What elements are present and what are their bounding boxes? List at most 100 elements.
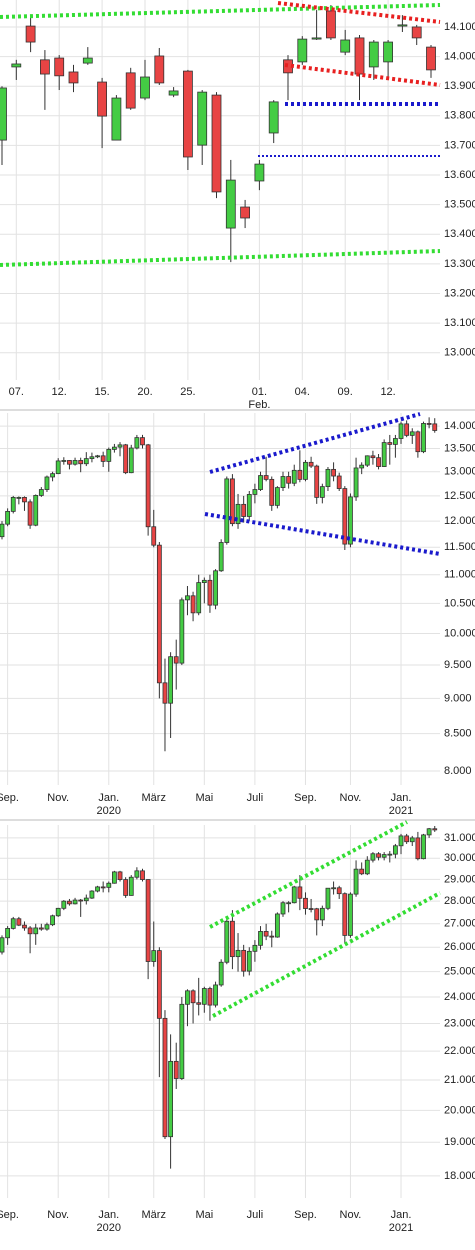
candle-down [308,908,314,910]
candle-up [359,464,365,469]
candle-down [432,828,438,831]
candle-down [263,931,269,937]
candle-down [145,879,151,962]
candle-up [5,928,11,939]
candle-up [392,845,398,855]
candle-up [274,487,280,506]
candle-up [319,486,325,498]
candle-up [235,949,241,958]
candle-down [303,897,308,909]
x-tick-label: Mai [195,1209,213,1221]
y-tick-label: 22.000 [444,1045,475,1057]
candle-up [311,37,322,40]
candle-down [196,1002,202,1005]
y-tick-label: 13.500 [444,199,475,211]
candle-up [10,918,16,929]
candle-up [140,76,150,99]
candle-up [348,893,353,936]
candle-up [112,871,117,884]
y-tick-label: 13.500 [444,442,475,454]
candle-up [213,984,218,1006]
candle-down [432,423,438,431]
candle-up [168,656,174,704]
candle-up [297,38,308,63]
candle-down [182,70,193,158]
candle-up [89,456,95,460]
x-tick-label: 12. [380,386,395,398]
y-tick-label: 29.000 [444,873,475,885]
candle-down [426,46,436,71]
candle-down [38,927,44,930]
candle-up [83,458,89,465]
candle-down [151,526,157,546]
x-tick-label: 09. [338,386,353,398]
y-tick-label: 14.000 [444,50,475,62]
candle-up [112,446,117,450]
candle-down [370,455,376,459]
candle-up [128,876,134,896]
candle-up [128,447,134,474]
candle-up [409,431,415,436]
candle-up [421,834,426,860]
candle-down [230,920,235,958]
trend-line [284,63,441,87]
x-tick-label: Jan. 2020 [97,1209,121,1234]
candle-down [16,918,22,926]
candle-up [397,24,408,27]
y-tick-label: 13.700 [444,139,475,151]
y-tick-label: 13.600 [444,169,475,181]
x-tick-label: Nov. [47,792,69,804]
candle-down [25,25,36,43]
candle-down [68,71,79,84]
candle-down [78,460,84,465]
x-tick-label: Juli [247,1209,264,1221]
candle-up [72,460,78,465]
candle-up [426,828,432,836]
x-tick-label: 01. Feb. [248,386,270,411]
candle-up [201,988,207,1005]
candle-up [33,495,39,526]
candle-up [246,950,252,972]
candle-up [168,1060,174,1138]
candle-down [308,461,314,467]
candle-up [224,478,230,543]
candle-down [54,57,65,77]
candle-up [398,835,404,847]
candle-up [268,101,279,134]
candle-down [415,837,421,860]
candle-down [100,455,106,462]
candle-up [280,902,286,915]
candle-up [196,582,202,614]
x-tick-label: Sep. [0,792,19,804]
candle-up [44,924,50,930]
candle-down [140,870,145,880]
candle-down [190,990,196,1004]
candle-up [331,887,336,890]
x-tick-label: März [142,1209,166,1221]
candle-up [0,937,5,953]
candle-down [27,927,33,935]
candle-down [145,444,151,528]
candle-up [117,444,123,448]
candle-up [291,469,297,484]
y-tick-label: 14.100 [444,21,475,33]
candle-down [286,476,292,484]
candle-up [0,523,5,538]
candle-up [409,837,415,843]
candle-down [123,444,129,474]
candle-up [286,902,292,905]
candle-down [22,496,27,503]
y-tick-label: 8.500 [444,728,472,740]
candle-up [392,438,398,445]
candle-up [10,496,16,512]
x-tick-label: Juli [247,792,264,804]
y-tick-label: 13.900 [444,80,475,92]
trend-line [209,820,408,929]
candle-up [50,473,55,478]
candle-up [89,890,95,899]
y-tick-label: 14.000 [444,420,475,432]
x-tick-label: Jan. 2021 [389,792,413,817]
candle-down [117,871,123,880]
candle-up [319,907,325,921]
candle-up [381,442,387,467]
